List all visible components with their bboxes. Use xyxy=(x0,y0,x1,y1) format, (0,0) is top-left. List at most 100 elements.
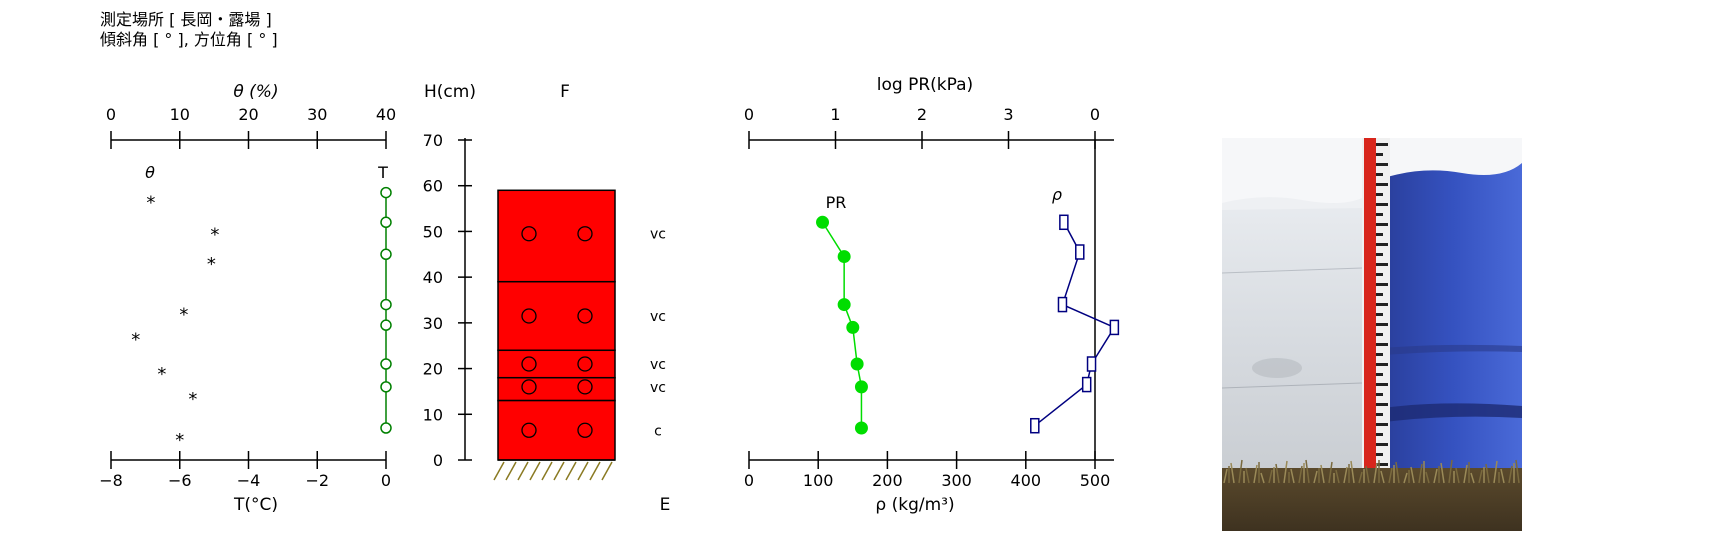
pr-point xyxy=(850,357,864,371)
grass-blade xyxy=(1380,470,1385,484)
grass-blade xyxy=(1365,465,1370,484)
stake-graduation xyxy=(1376,433,1383,436)
density-axis-label: ρ (kg/m³) xyxy=(875,495,954,515)
stake-graduation xyxy=(1376,223,1388,226)
hatch-stroke xyxy=(601,461,613,481)
hardness-density-panel: log PR(kPa) ρ (kg/m³) 0 1 2 3 0 0 100 200 300 40… xyxy=(744,75,1120,515)
grass-blade xyxy=(1328,461,1333,484)
temperature-tick-label: −4 xyxy=(237,471,261,490)
grass-blade xyxy=(1320,464,1325,484)
density-tick-label: 100 xyxy=(803,471,834,490)
rho-point xyxy=(1030,417,1040,434)
temperature-point xyxy=(380,319,392,331)
theta-tick-label: 10 xyxy=(170,105,190,124)
grain-shape-mark xyxy=(577,308,593,324)
grass-blade xyxy=(1298,465,1303,484)
grass-blade xyxy=(1478,469,1483,484)
theta-tick-label: 40 xyxy=(376,105,396,124)
grass-blade xyxy=(1485,463,1490,484)
ground-hatch xyxy=(493,459,615,481)
stake-graduation xyxy=(1376,293,1383,296)
stake-graduation xyxy=(1376,383,1388,386)
rho-point xyxy=(1086,356,1097,372)
theta-tick-label: 30 xyxy=(307,105,327,124)
grain-shape-mark xyxy=(577,356,593,372)
pr-point xyxy=(846,320,860,334)
snow-layer xyxy=(497,399,616,461)
height-tick-label: 40 xyxy=(423,268,443,287)
temperature-point xyxy=(380,381,392,393)
snow-layer xyxy=(497,376,616,402)
temperature-tick-label: 0 xyxy=(381,471,391,490)
temperature-tick-label: −2 xyxy=(305,471,329,490)
stake-graduation xyxy=(1376,423,1388,426)
snow-layer xyxy=(497,280,616,352)
pr-tick-label: 1 xyxy=(830,105,840,124)
rho-series-label: ρ xyxy=(1052,185,1062,204)
grass-blade xyxy=(1335,469,1340,484)
photo-snow-wall xyxy=(1222,203,1362,478)
grass-blade xyxy=(1410,466,1415,484)
height-tick-label: 30 xyxy=(423,314,443,333)
grass-blade xyxy=(1283,460,1288,484)
grass-blade xyxy=(1455,467,1460,484)
grass-blade xyxy=(1373,462,1378,484)
stake-graduation xyxy=(1376,263,1388,266)
temperature-point xyxy=(380,248,392,261)
grain-shape-mark xyxy=(521,308,537,324)
grain-shape-mark xyxy=(521,379,537,395)
height-tick-label: 50 xyxy=(423,222,443,241)
density-tick-label: 400 xyxy=(1011,471,1042,490)
grain-size-label: vc xyxy=(650,227,666,243)
theta-point: * xyxy=(131,330,140,351)
theta-point: * xyxy=(207,254,216,275)
rho-line xyxy=(1034,221,1116,427)
header-angles: 傾斜角 [ ° ], 方位角 [ ° ] xyxy=(100,30,278,49)
theta-tick-label: 20 xyxy=(238,105,258,124)
moisture-temperature-panel: θ (%) T(°C) 0 10 20 30 40 −8 −6 −4 −2 0 θ T ****… xyxy=(99,82,396,515)
grain-shape-mark xyxy=(521,356,537,372)
grain-size-label: c xyxy=(654,423,662,439)
rho-point xyxy=(1057,296,1068,313)
grass-blade xyxy=(1463,464,1468,484)
stake-graduation xyxy=(1376,463,1388,466)
pr-point xyxy=(837,250,851,264)
stake-graduation xyxy=(1376,153,1383,156)
rho-point xyxy=(1081,376,1092,393)
stake-graduation xyxy=(1376,333,1383,336)
hatch-stroke xyxy=(505,461,517,481)
temperature-point xyxy=(380,358,392,370)
pr-point xyxy=(854,380,868,394)
stake-graduation xyxy=(1376,323,1388,326)
grass-blade xyxy=(1418,463,1423,484)
grass-blade xyxy=(1403,472,1408,484)
stake-graduation xyxy=(1376,303,1388,306)
snow-layer xyxy=(497,349,616,379)
temperature-series-label: T xyxy=(377,163,388,182)
stake-graduation xyxy=(1376,343,1388,346)
stake-graduation xyxy=(1376,283,1388,286)
grain-size-label: vc xyxy=(650,357,666,373)
density-tick-label: 500 xyxy=(1080,471,1111,490)
pr-point xyxy=(837,298,851,312)
density-tick-label: 300 xyxy=(941,471,972,490)
stake-graduation xyxy=(1376,213,1383,216)
hatch-stroke xyxy=(565,461,577,481)
strat-bottom-label: E xyxy=(660,495,671,515)
pr-tick-label: 3 xyxy=(1003,105,1013,124)
theta-series-label: θ xyxy=(145,163,155,182)
temperature-point xyxy=(380,216,392,229)
theta-point: * xyxy=(175,430,184,451)
stake-graduation xyxy=(1376,413,1383,416)
stake-graduation xyxy=(1376,353,1383,356)
grass-blade xyxy=(1253,464,1258,484)
grass-blade xyxy=(1343,466,1348,484)
height-tick-label: 0 xyxy=(433,451,443,470)
stake-graduation xyxy=(1376,243,1388,246)
grass-blade xyxy=(1245,467,1250,484)
temperature-point xyxy=(380,186,392,199)
grass-blade xyxy=(1313,470,1318,484)
theta-tick-label: 0 xyxy=(106,105,116,124)
hatch-stroke xyxy=(553,461,565,481)
